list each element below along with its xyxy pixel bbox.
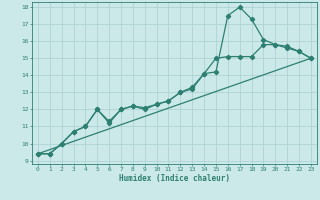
- X-axis label: Humidex (Indice chaleur): Humidex (Indice chaleur): [119, 174, 230, 183]
